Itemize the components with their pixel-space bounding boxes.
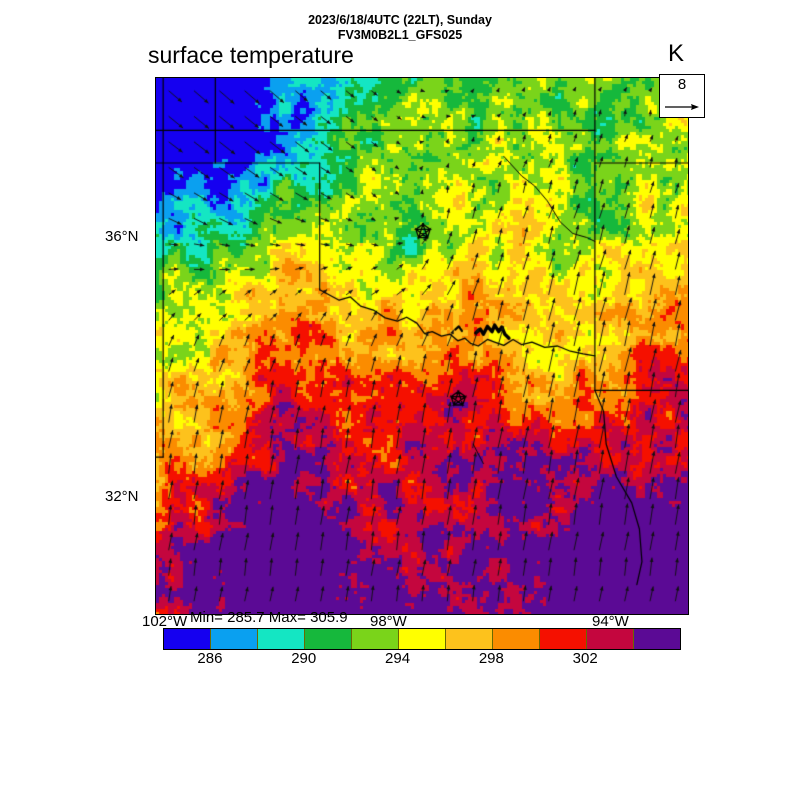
colorbar-segment-2 bbox=[258, 629, 305, 649]
colorbar-tick-290: 290 bbox=[291, 650, 317, 667]
minmax-stats: Min= 285.7 Max= 305.9 bbox=[190, 609, 348, 626]
colorbar-segment-8 bbox=[540, 629, 587, 649]
colorbar-tick-298: 298 bbox=[478, 650, 504, 667]
colorbar-segment-4 bbox=[352, 629, 399, 649]
lat-label-32n: 32°N bbox=[105, 488, 139, 505]
colorbar-segment-3 bbox=[305, 629, 352, 649]
lon-label-102w: 102°W bbox=[142, 613, 188, 630]
map-plot-area bbox=[155, 77, 689, 615]
reference-vector-box: 8 bbox=[659, 74, 705, 118]
colorbar-tick-286: 286 bbox=[197, 650, 223, 667]
lon-label-94w: 94°W bbox=[592, 613, 629, 630]
colorbar-segment-5 bbox=[399, 629, 446, 649]
title-date: 2023/6/18/4UTC (22LT), Sunday bbox=[308, 13, 492, 27]
colorbar-segment-6 bbox=[446, 629, 493, 649]
unit-label: K bbox=[668, 40, 685, 67]
colorbar-segment-9 bbox=[587, 629, 634, 649]
colorbar-tick-302: 302 bbox=[572, 650, 598, 667]
colorbar-segment-7 bbox=[493, 629, 540, 649]
arrow-right-icon bbox=[665, 104, 699, 110]
colorbar-segment-0 bbox=[164, 629, 211, 649]
field-title: surface temperature bbox=[148, 42, 354, 68]
lon-label-98w: 98°W bbox=[370, 613, 407, 630]
colorbar-segment-1 bbox=[211, 629, 258, 649]
wind-vector-overlay bbox=[156, 78, 688, 614]
lat-label-36n: 36°N bbox=[105, 228, 139, 245]
colorbar-segment-10 bbox=[634, 629, 680, 649]
title-model: FV3M0B2L1_GFS025 bbox=[337, 28, 463, 42]
colorbar-tick-294: 294 bbox=[385, 650, 411, 667]
colorbar bbox=[163, 628, 681, 650]
reference-vector-value: 8 bbox=[677, 76, 687, 93]
